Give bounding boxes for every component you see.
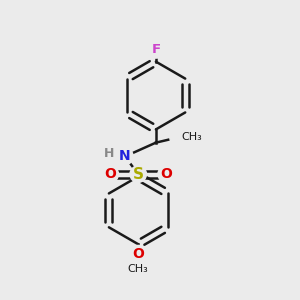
Text: H: H [103, 147, 114, 160]
Text: CH₃: CH₃ [181, 132, 202, 142]
Circle shape [102, 147, 115, 160]
Text: O: O [104, 167, 116, 181]
Text: F: F [151, 44, 160, 56]
Text: N: N [119, 149, 131, 164]
Circle shape [126, 257, 150, 281]
Circle shape [102, 166, 119, 182]
Circle shape [130, 245, 146, 262]
Text: CH₃: CH₃ [128, 264, 148, 274]
Text: O: O [132, 247, 144, 261]
Circle shape [130, 166, 146, 182]
Circle shape [148, 42, 164, 58]
Text: O: O [160, 167, 172, 181]
Circle shape [158, 166, 174, 182]
Circle shape [117, 148, 133, 165]
Text: S: S [133, 167, 144, 182]
Circle shape [170, 126, 192, 148]
